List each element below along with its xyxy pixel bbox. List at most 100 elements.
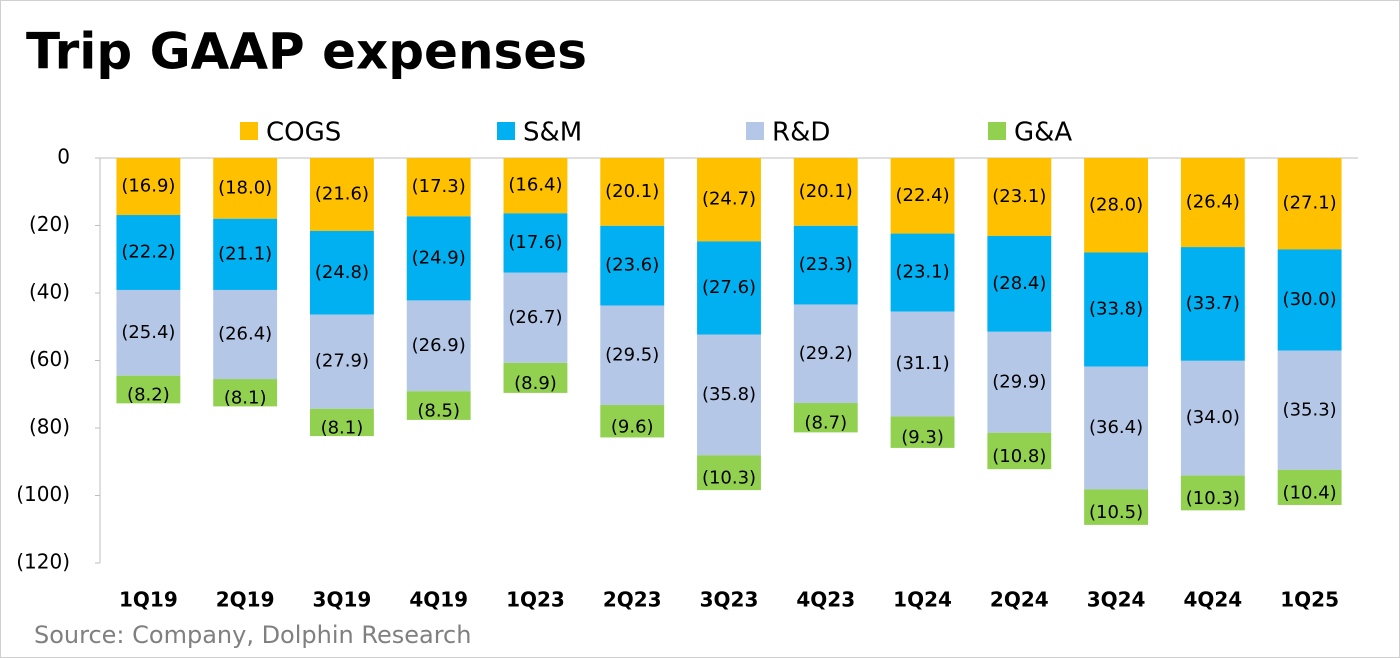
data-label: (36.4) bbox=[1089, 417, 1143, 438]
data-label: (35.3) bbox=[1283, 399, 1337, 420]
data-label: (16.4) bbox=[508, 175, 562, 196]
bar-segment bbox=[1277, 350, 1342, 470]
data-label: (8.5) bbox=[417, 401, 460, 422]
legend-swatch bbox=[988, 122, 1006, 140]
legend-label: R&D bbox=[772, 118, 830, 148]
bar-segment bbox=[600, 405, 665, 438]
data-label: (10.8) bbox=[992, 446, 1046, 467]
data-label: (8.9) bbox=[514, 373, 557, 394]
y-tick-label: (20) bbox=[29, 212, 70, 236]
data-label: (23.6) bbox=[605, 255, 659, 276]
data-label: (8.7) bbox=[804, 413, 847, 434]
bar-segment bbox=[1084, 158, 1149, 253]
data-label: (31.1) bbox=[895, 353, 949, 374]
bar-segment bbox=[987, 432, 1052, 470]
bar-segment bbox=[1277, 469, 1342, 505]
bar-segment bbox=[987, 158, 1052, 236]
data-label: (26.4) bbox=[1186, 192, 1240, 213]
data-label: (22.2) bbox=[121, 242, 175, 263]
bar-segment bbox=[987, 235, 1052, 332]
data-label: (30.0) bbox=[1283, 289, 1337, 310]
x-tick-label: 2Q23 bbox=[603, 588, 662, 612]
data-label: (35.8) bbox=[702, 384, 756, 405]
x-tick-label: 3Q23 bbox=[700, 588, 759, 612]
bar-segment bbox=[890, 311, 955, 417]
bar-segment bbox=[697, 334, 761, 456]
data-label: (33.8) bbox=[1089, 299, 1143, 320]
data-label: (16.9) bbox=[121, 176, 175, 197]
bar-segment bbox=[309, 158, 374, 231]
bar-segment bbox=[116, 289, 181, 376]
data-label: (26.4) bbox=[218, 324, 272, 345]
data-label: (24.9) bbox=[412, 247, 466, 268]
bar-segment bbox=[503, 362, 568, 393]
bar-segment bbox=[1277, 158, 1342, 250]
data-label: (20.1) bbox=[605, 181, 659, 202]
bar-segment bbox=[890, 233, 955, 312]
x-tick-label: 1Q23 bbox=[506, 588, 565, 612]
data-label: (28.0) bbox=[1089, 194, 1143, 215]
data-label: (24.8) bbox=[315, 262, 369, 283]
data-label: (10.3) bbox=[702, 468, 756, 489]
data-label: (25.4) bbox=[121, 322, 175, 343]
bar-segment bbox=[503, 272, 568, 363]
legend-swatch bbox=[240, 122, 258, 140]
x-tick-label: 4Q24 bbox=[1183, 588, 1242, 612]
data-label: (29.5) bbox=[605, 344, 659, 365]
y-tick-label: (40) bbox=[29, 280, 70, 304]
data-label: (26.9) bbox=[412, 335, 466, 356]
data-label: (10.3) bbox=[1186, 488, 1240, 509]
legend-label: G&A bbox=[1014, 118, 1072, 148]
bar-segment bbox=[503, 213, 568, 273]
bar-segment bbox=[116, 158, 181, 216]
data-label: (24.7) bbox=[702, 189, 756, 210]
data-label: (26.7) bbox=[508, 307, 562, 328]
bar-segment bbox=[697, 455, 761, 491]
data-label: (8.1) bbox=[224, 388, 267, 409]
data-label: (9.6) bbox=[611, 416, 654, 437]
x-tick-label: 1Q25 bbox=[1280, 588, 1339, 612]
bar-segment bbox=[503, 158, 568, 214]
bar-segment bbox=[793, 225, 858, 305]
data-label: (8.1) bbox=[321, 417, 364, 438]
y-tick-label: 0 bbox=[57, 145, 70, 169]
x-tick-label: 2Q19 bbox=[216, 588, 275, 612]
bar-segment bbox=[697, 158, 761, 242]
bar-segment bbox=[406, 391, 471, 420]
bar-segment bbox=[697, 241, 761, 335]
bar-segment bbox=[793, 158, 858, 226]
legend-label: COGS bbox=[266, 118, 341, 148]
y-tick-label: (100) bbox=[16, 482, 70, 506]
bar-segment bbox=[213, 379, 278, 407]
data-label: (17.6) bbox=[508, 232, 562, 253]
data-label: (27.6) bbox=[702, 277, 756, 298]
bar-segment bbox=[1277, 249, 1342, 351]
x-tick-label: 1Q24 bbox=[893, 588, 952, 612]
bar-segment bbox=[116, 215, 181, 290]
bar-segment bbox=[213, 218, 278, 290]
data-label: (23.1) bbox=[895, 262, 949, 283]
bar-segment bbox=[793, 304, 858, 404]
y-tick-label: (80) bbox=[29, 415, 70, 439]
x-tick-label: 3Q24 bbox=[1087, 588, 1146, 612]
x-tick-label: 2Q24 bbox=[990, 588, 1049, 612]
bar-segment bbox=[987, 331, 1052, 433]
bar-segment bbox=[406, 300, 471, 392]
bar-segment bbox=[890, 158, 955, 234]
data-label: (28.4) bbox=[992, 273, 1046, 294]
data-label: (23.1) bbox=[992, 186, 1046, 207]
chart-title: Trip GAAP expenses bbox=[26, 23, 587, 81]
y-tick-label: (120) bbox=[16, 550, 70, 574]
bar-segment bbox=[890, 416, 955, 448]
bar-segment bbox=[406, 158, 471, 217]
bar-segment bbox=[406, 216, 471, 301]
bar-segment bbox=[1084, 489, 1149, 525]
legend-swatch bbox=[497, 122, 515, 140]
bar-segment bbox=[600, 305, 665, 406]
bar-segment bbox=[309, 230, 374, 315]
source-note: Source: Company, Dolphin Research bbox=[34, 621, 471, 649]
data-label: (9.3) bbox=[901, 427, 944, 448]
data-label: (23.3) bbox=[799, 254, 853, 275]
bar-segment bbox=[600, 225, 665, 306]
bar-segment bbox=[600, 158, 665, 226]
